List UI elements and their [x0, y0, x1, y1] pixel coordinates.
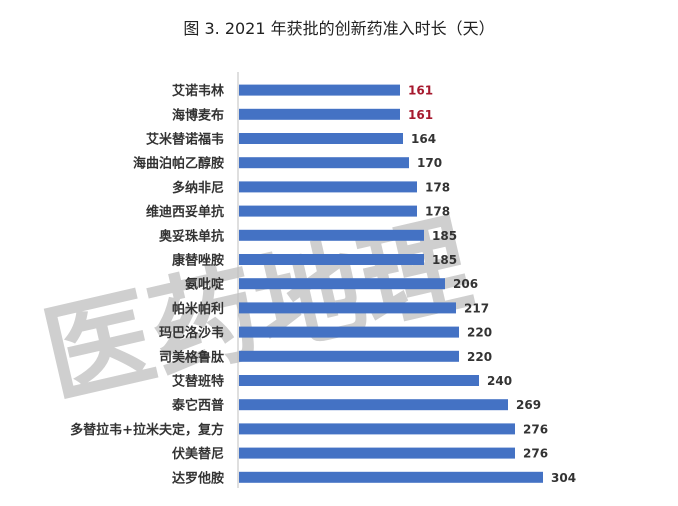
- value-label: 161: [408, 108, 433, 122]
- value-label: 269: [516, 398, 541, 412]
- bar: [239, 254, 424, 265]
- category-label: 艾替班特: [172, 374, 224, 390]
- category-label: 帕米帕利: [172, 301, 224, 317]
- bar: [239, 423, 515, 435]
- bar: [239, 375, 479, 386]
- value-label: 185: [432, 253, 457, 267]
- bar: [239, 350, 459, 362]
- category-label: 达罗他胺: [172, 470, 224, 486]
- bar: [239, 229, 424, 241]
- bar: [239, 205, 417, 217]
- bar: [239, 157, 409, 169]
- category-label: 司美格鲁肽: [159, 349, 225, 365]
- bar: [239, 447, 515, 459]
- value-label: 304: [551, 471, 576, 485]
- category-label: 维迪西妥单抗: [146, 204, 224, 220]
- bar: [239, 181, 417, 193]
- category-label: 氨吡啶: [184, 277, 224, 293]
- bar: [239, 84, 400, 96]
- value-label: 161: [408, 84, 433, 98]
- value-label: 170: [417, 156, 442, 170]
- value-label: 217: [464, 301, 489, 315]
- bars: [239, 84, 543, 483]
- value-labels: 161 161 164 170 178 178 185 185 206 217 220 220 240 2…: [408, 84, 576, 485]
- category-label: 泰它西普: [171, 398, 224, 414]
- bar: [239, 326, 459, 338]
- chart-title: 图 3. 2021 年获批的创新药准入时长（天）: [183, 19, 494, 38]
- category-label: 海博麦布: [172, 107, 224, 123]
- category-label: 伏美替尼: [172, 446, 224, 462]
- value-label: 185: [432, 229, 457, 243]
- category-label: 多纳非尼: [172, 180, 224, 196]
- value-label: 164: [411, 132, 436, 146]
- category-label: 玛巴洛沙韦: [159, 325, 224, 341]
- category-label: 艾诺韦林: [172, 83, 224, 99]
- value-label: 276: [523, 447, 548, 461]
- category-label: 多替拉韦+拉米夫定，复方: [70, 422, 224, 438]
- bar: [239, 302, 456, 314]
- category-label: 艾米替诺福韦: [146, 132, 224, 148]
- value-label: 220: [467, 326, 492, 340]
- value-label: 206: [453, 277, 478, 291]
- category-labels: 艾诺韦林海博麦布艾米替诺福韦海曲泊帕乙醇胺多纳非尼维迪西妥单抗奥妥珠单抗康替唑胺…: [70, 83, 225, 486]
- category-label: 奥妥珠单抗: [159, 228, 224, 244]
- category-label: 康替唑胺: [172, 253, 224, 269]
- value-label: 240: [487, 374, 512, 388]
- bar: [239, 278, 445, 290]
- value-label: 276: [523, 422, 548, 436]
- value-label: 220: [467, 350, 492, 364]
- value-label: 178: [425, 180, 450, 194]
- bar: [239, 108, 400, 120]
- bar: [239, 133, 403, 144]
- value-label: 178: [425, 205, 450, 219]
- bar: [239, 471, 543, 483]
- bar: [239, 399, 508, 411]
- category-label: 海曲泊帕乙醇胺: [133, 156, 224, 172]
